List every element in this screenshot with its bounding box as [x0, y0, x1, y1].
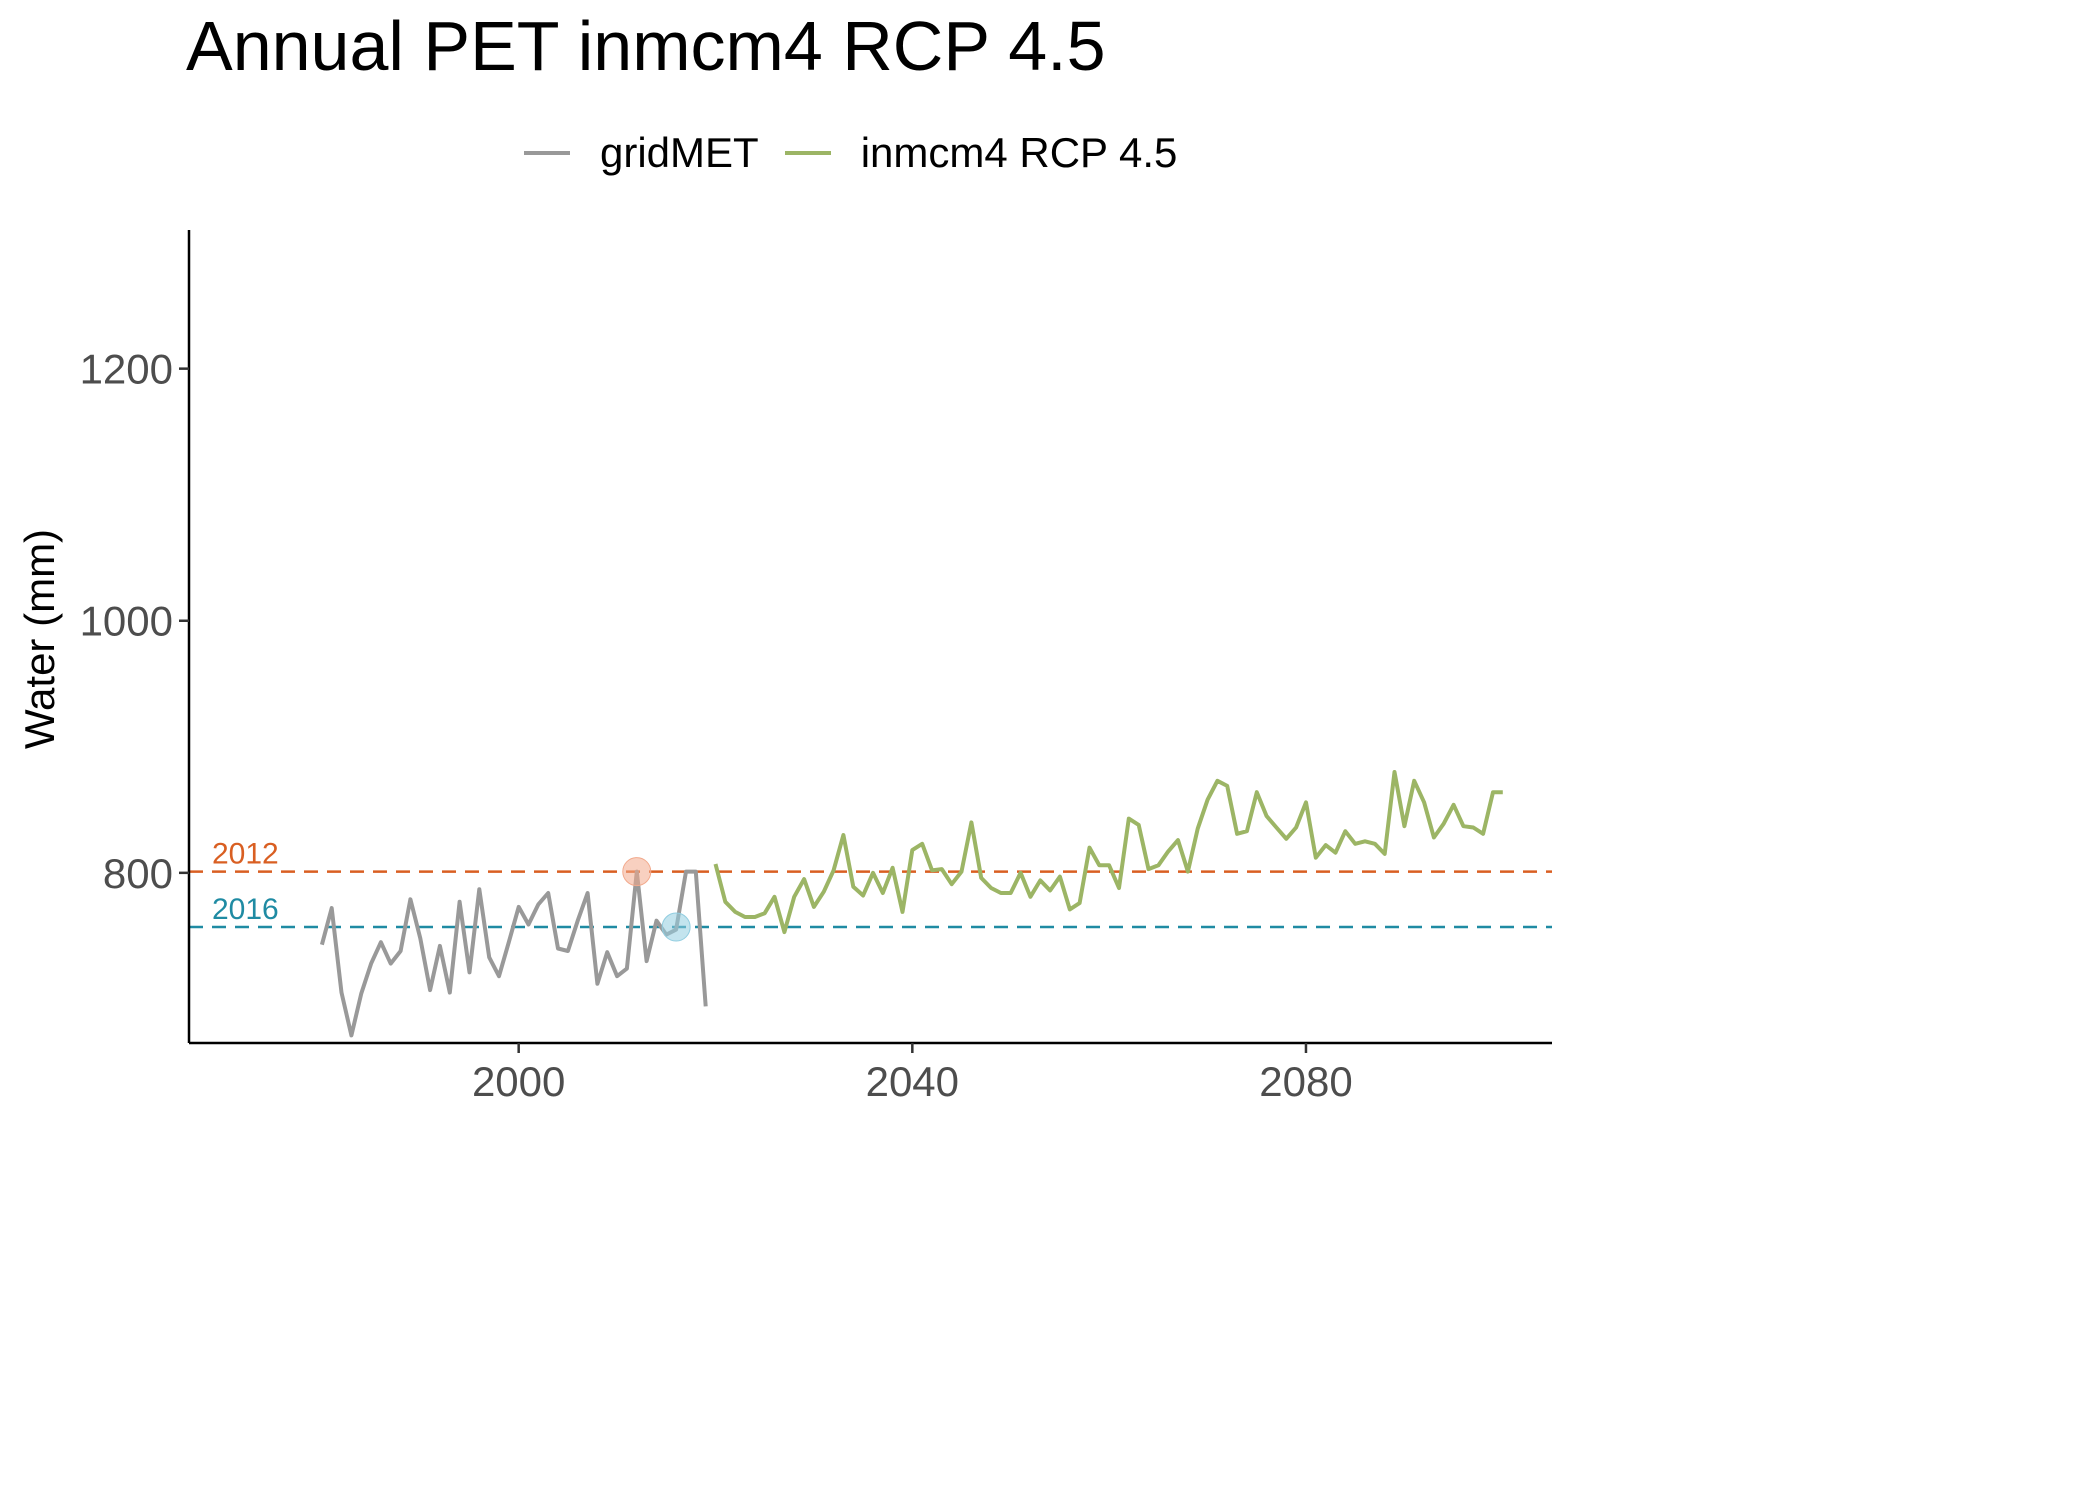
- x-tick-label-2000: 2000: [472, 1058, 565, 1101]
- legend-label-gridmet: gridMET: [600, 129, 759, 176]
- legend-item-inmcm4: inmcm4 RCP 4.5: [784, 129, 1178, 177]
- legend-key-gridmet: [524, 151, 570, 155]
- legend-key-inmcm4: [784, 151, 831, 155]
- axes: 800 1000 1200 2000 2040 2080: [80, 230, 1552, 1101]
- x-tick-label-2040: 2040: [866, 1058, 959, 1101]
- legend: gridMET inmcm4 RCP 4.5: [524, 128, 1203, 178]
- reference-label-2016: 2016: [212, 893, 279, 926]
- y-tick-label-1000: 1000: [80, 598, 173, 645]
- legend-item-gridmet: gridMET: [524, 129, 759, 177]
- chart-title: Annual PET inmcm4 RCP 4.5: [186, 7, 1106, 85]
- legend-label-inmcm4: inmcm4 RCP 4.5: [860, 129, 1178, 176]
- y-tick-label-1200: 1200: [80, 346, 173, 393]
- highlight-points: [622, 857, 691, 942]
- y-tick-label-800: 800: [103, 850, 173, 897]
- y-axis-title: Water (mm): [16, 529, 63, 749]
- series-lines: [319, 770, 1503, 1038]
- reference-label-2012: 2012: [212, 838, 279, 871]
- reference-lines: 2012 2016: [189, 838, 1552, 929]
- chart-svg: 2012 2016 800 1000 1200 2000 2040 2080 Water (…: [16, 230, 1552, 1101]
- series-line-0: [319, 869, 708, 1038]
- highlight-point-2012: [622, 857, 652, 887]
- highlight-point-2016: [661, 912, 691, 942]
- series-line-1: [713, 770, 1503, 935]
- x-tick-label-2080: 2080: [1259, 1058, 1352, 1101]
